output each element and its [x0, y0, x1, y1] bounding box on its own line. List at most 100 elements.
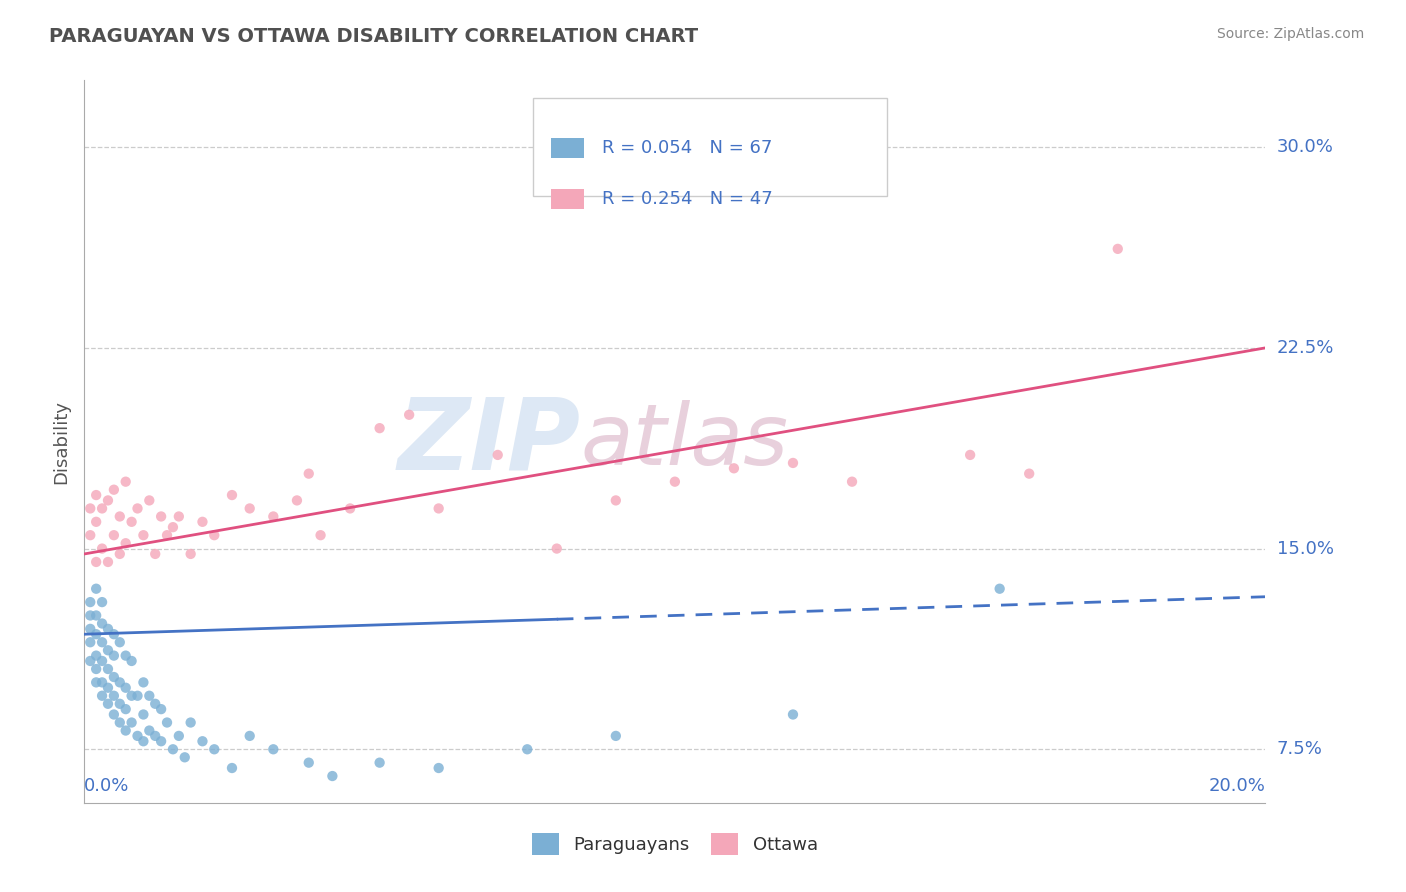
Point [1107, 242, 1129, 256]
Point [138, 689, 160, 703]
Point [91, 541, 114, 556]
Point [262, 742, 284, 756]
Point [398, 408, 420, 422]
Point [79, 528, 101, 542]
Point [841, 475, 863, 489]
Point [339, 501, 361, 516]
Point [221, 488, 243, 502]
Point [298, 756, 321, 770]
Point [84, 515, 107, 529]
FancyBboxPatch shape [533, 98, 887, 196]
Point [121, 515, 143, 529]
Point [191, 515, 214, 529]
Point [143, 547, 166, 561]
Point [91, 595, 114, 609]
Point [138, 723, 160, 738]
Point [221, 761, 243, 775]
Point [167, 729, 190, 743]
Point [114, 681, 136, 695]
Legend: Paraguayans, Ottawa: Paraguayans, Ottawa [524, 826, 825, 863]
Point [132, 528, 155, 542]
Point [132, 734, 155, 748]
Point [97, 643, 120, 657]
Point [103, 707, 125, 722]
Point [132, 675, 155, 690]
Point [79, 595, 101, 609]
Point [91, 616, 114, 631]
Point [84, 555, 107, 569]
Text: 20.0%: 20.0% [1209, 777, 1265, 795]
Point [723, 461, 745, 475]
Point [79, 635, 101, 649]
Text: PARAGUAYAN VS OTTAWA DISABILITY CORRELATION CHART: PARAGUAYAN VS OTTAWA DISABILITY CORRELAT… [49, 27, 699, 45]
Point [782, 707, 804, 722]
Point [84, 675, 107, 690]
Point [91, 675, 114, 690]
Point [368, 756, 391, 770]
Point [108, 635, 131, 649]
Point [127, 501, 149, 516]
Point [91, 689, 114, 703]
Text: R = 0.054   N = 67: R = 0.054 N = 67 [602, 139, 772, 157]
Point [202, 742, 225, 756]
Text: 22.5%: 22.5% [1277, 339, 1334, 357]
Point [114, 648, 136, 663]
FancyBboxPatch shape [551, 138, 583, 158]
Point [84, 582, 107, 596]
Point [97, 662, 120, 676]
Point [150, 734, 173, 748]
Point [127, 689, 149, 703]
Point [108, 697, 131, 711]
Point [121, 689, 143, 703]
Point [180, 547, 202, 561]
Point [79, 654, 101, 668]
Text: R = 0.254   N = 47: R = 0.254 N = 47 [602, 190, 772, 208]
Text: Source: ZipAtlas.com: Source: ZipAtlas.com [1216, 27, 1364, 41]
Point [167, 509, 190, 524]
Point [239, 501, 262, 516]
Point [114, 702, 136, 716]
Point [427, 501, 450, 516]
Point [309, 528, 332, 542]
Point [79, 622, 101, 636]
Point [114, 475, 136, 489]
Point [91, 501, 114, 516]
Point [959, 448, 981, 462]
Point [150, 702, 173, 716]
Point [138, 493, 160, 508]
Point [121, 654, 143, 668]
Point [97, 622, 120, 636]
Point [285, 493, 308, 508]
Point [103, 670, 125, 684]
Point [156, 528, 179, 542]
Point [162, 742, 184, 756]
Point [103, 483, 125, 497]
Point [321, 769, 343, 783]
Point [91, 654, 114, 668]
Point [782, 456, 804, 470]
Point [103, 627, 125, 641]
Point [84, 662, 107, 676]
Point [97, 681, 120, 695]
Point [143, 729, 166, 743]
Point [84, 608, 107, 623]
Point [103, 689, 125, 703]
Point [103, 528, 125, 542]
Point [79, 501, 101, 516]
Point [191, 734, 214, 748]
Point [143, 697, 166, 711]
Point [162, 520, 184, 534]
Point [664, 475, 686, 489]
Point [132, 707, 155, 722]
Text: 0.0%: 0.0% [84, 777, 129, 795]
Point [427, 761, 450, 775]
Text: ZIP: ZIP [398, 393, 581, 490]
Point [180, 715, 202, 730]
Point [988, 582, 1011, 596]
Point [84, 627, 107, 641]
Text: 30.0%: 30.0% [1277, 138, 1333, 156]
Point [202, 528, 225, 542]
Point [173, 750, 195, 764]
Point [546, 541, 568, 556]
Point [298, 467, 321, 481]
